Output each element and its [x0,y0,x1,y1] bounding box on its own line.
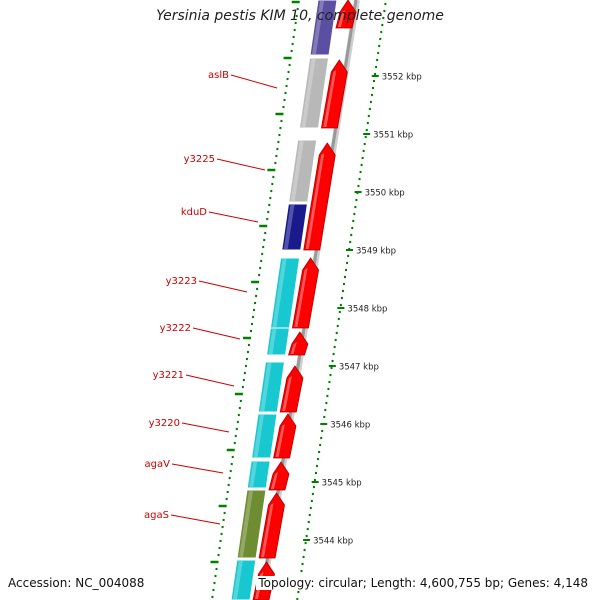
forward-gene-arrow [279,365,304,413]
kbp-tick-label: 3545 kbp [322,479,362,489]
gene-label: kduD [181,207,207,218]
gene-label: y3225 [184,154,215,165]
forward-gene-arrow [287,331,309,356]
inner-tick-ring [210,0,300,599]
map-title: Yersinia pestis KIM 10, complete genome [156,8,444,24]
gene-arrow-highlight [294,268,308,327]
forward-gene-arrow [320,59,348,129]
cog-band-segment [309,0,338,56]
forward-gene-arrow [335,0,357,29]
gene-label-leader [216,158,266,171]
kbp-tick-label: 3552 kbp [382,73,422,83]
gene-arrow-highlight [290,342,297,354]
gene-label-leader [171,463,224,474]
forward-gene-arrow [273,413,297,459]
gene-label: y3221 [153,370,184,381]
gene-arrow-highlight [261,503,274,557]
cog-band-highlight [249,462,258,487]
cog-band-highlight [239,491,253,557]
gene-arrow-highlight [323,70,337,127]
kbp-tick-label: 3546 kbp [330,421,370,431]
gene-label-leader [181,422,230,433]
topology-label: Topology: circular; Length: 4,600,755 bp… [256,576,590,590]
cog-band-highlight [233,561,243,599]
gene-label-leader [192,327,241,340]
forward-gene-layer [252,0,357,600]
cog-band-segment [281,203,308,251]
forward-gene-arrow [268,461,290,491]
kbp-tick-label: 3544 kbp [313,537,353,547]
cog-color-band-layer [230,0,338,600]
cog-band-highlight [260,363,272,411]
gene-label-leader [170,514,221,525]
gene-arrow-highlight [270,472,279,489]
gene-label-leader [230,74,278,89]
kbp-tick-label: 3550 kbp [365,189,405,199]
cog-band-highlight [290,141,304,201]
gene-arrow-highlight [275,424,285,457]
gene-label-leader [198,280,248,293]
cog-band-highlight [253,415,264,457]
gene-label: agaS [144,510,169,521]
cog-band-segment [246,460,271,489]
cog-band-highlight [272,259,287,327]
cog-band-highlight [301,59,316,127]
gene-label: agaV [145,459,171,470]
cog-band-segment [288,139,318,203]
gene-label-leader [185,374,235,387]
cog-band-segment [251,413,278,459]
gene-label: aslB [208,70,229,81]
cog-band-segment [230,559,257,600]
cog-band-highlight [312,1,324,54]
outer-tick-ring [296,2,387,600]
forward-gene-arrow [291,257,320,329]
kbp-label-layer: 3552 kbp 3551 kbp 3550 kbp 3549 kbp 3548 kbp… [303,73,422,547]
kbp-tick-label: 3549 kbp [356,247,396,257]
gene-label: y3220 [149,418,180,429]
cog-band-highlight [268,329,277,354]
gene-label: y3222 [160,323,191,334]
forward-gene-arrow [303,142,336,251]
accession-label: Accession: NC_004088 [8,576,145,590]
forward-gene-arrow [258,492,285,559]
cog-band-segment [257,361,286,413]
gene-arrow-highlight [305,153,325,249]
gene-label-layer: aslB y3225 kduD y3223 y3222 y3221 y3220 agaV aga… [144,70,278,525]
kbp-tick-label: 3551 kbp [373,131,413,141]
cog-band-segment [265,327,291,356]
cog-band-highlight [283,205,295,249]
cog-band-segment [236,489,267,559]
gene-arrow-highlight [337,10,345,27]
gene-label: y3223 [166,276,197,287]
gene-label-leader [208,211,259,223]
kbp-tick-label: 3548 kbp [347,305,387,315]
kbp-tick-label: 3547 kbp [339,363,379,373]
cog-band-segment [298,57,330,129]
gene-arrow-highlight [282,376,292,411]
